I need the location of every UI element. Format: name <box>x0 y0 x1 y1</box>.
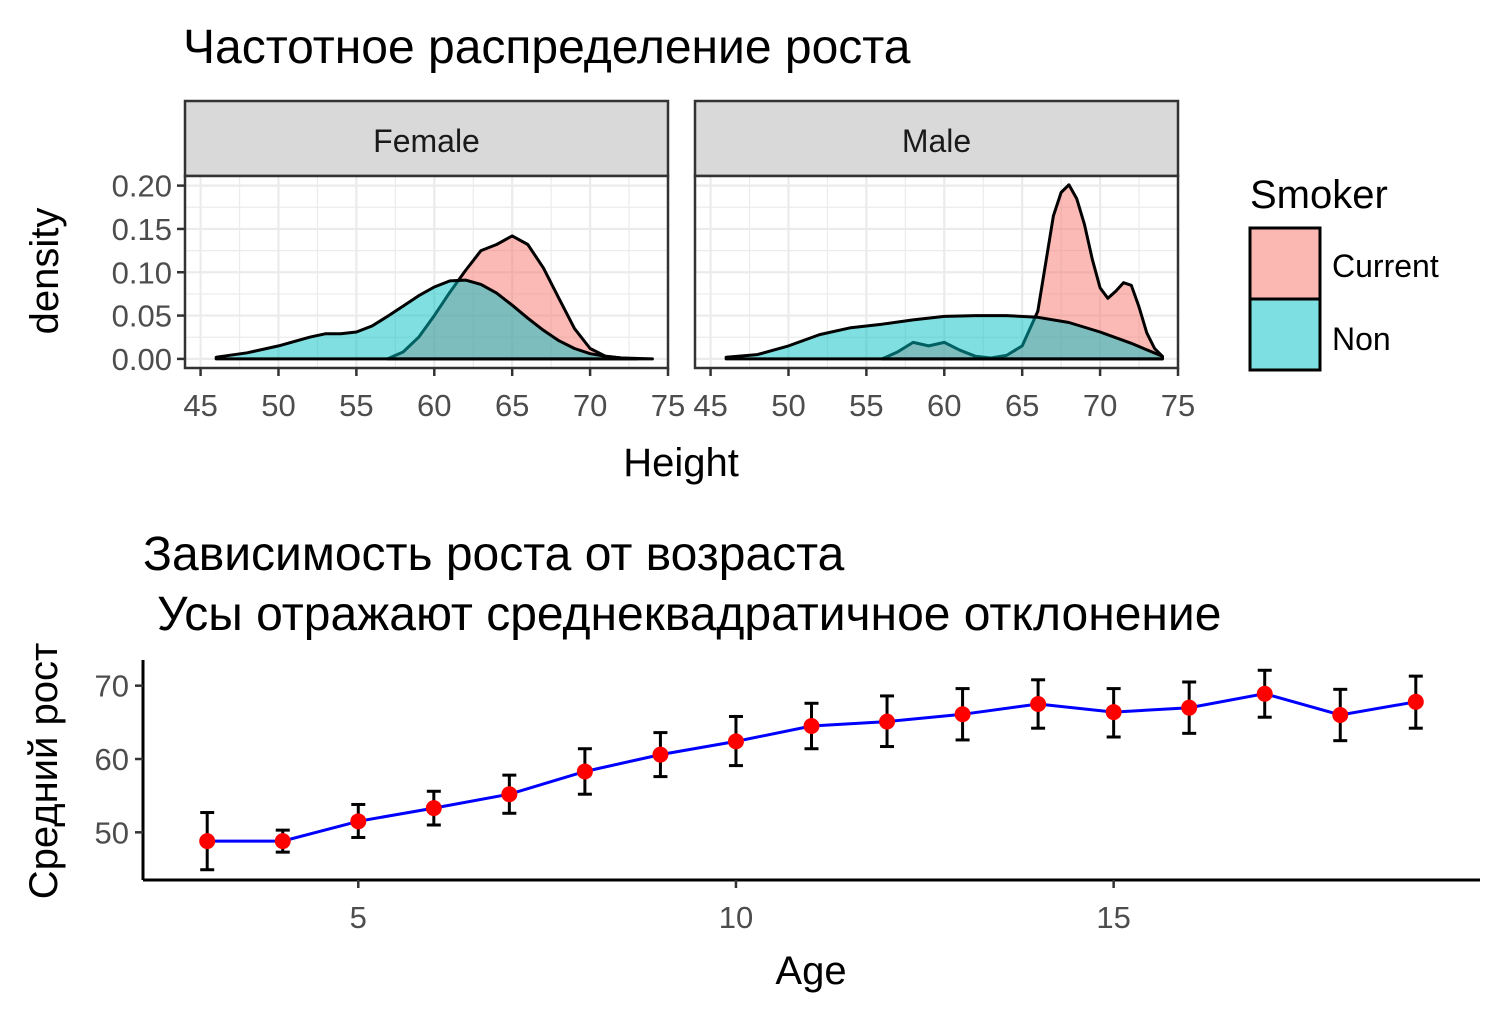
y-tick-label: 60 <box>95 742 129 777</box>
mean-height-point <box>652 746 669 763</box>
density-area-non <box>724 314 1164 361</box>
y-tick-label: 0.10 <box>112 255 172 290</box>
density-chart-title: Частотное распределение роста <box>183 21 911 74</box>
x-tick-label: 45 <box>693 388 727 423</box>
x-tick-label: 75 <box>1161 388 1195 423</box>
height-x-axis: 45 50 55 60 65 70 75 45 50 55 60 65 70 75 <box>183 368 1195 423</box>
density-y-axis: 0.00 0.05 0.10 0.15 0.20 <box>112 169 185 377</box>
facet-panel-male <box>693 174 1180 370</box>
legend-label-current: Current <box>1332 248 1439 284</box>
height-age-plot: 50 60 70 5 10 15 <box>95 660 1480 935</box>
mean-height-point <box>501 786 518 803</box>
mean-height-point <box>954 706 971 723</box>
facet-label-female: Female <box>373 123 480 159</box>
x-tick-label: 60 <box>927 388 961 423</box>
y-tick-label: 0.05 <box>112 299 172 334</box>
mean-height-point <box>274 833 291 850</box>
facet-strip-male: Male <box>693 99 1180 178</box>
y-tick-label: 0.15 <box>112 212 172 247</box>
y-tick-label: 50 <box>95 815 129 850</box>
mean-height-point <box>425 800 442 817</box>
y-tick-label: 70 <box>95 669 129 704</box>
density-area-non <box>214 278 654 361</box>
mean-height-point <box>576 763 593 780</box>
mean-height-point <box>1181 699 1198 716</box>
x-tick-label: 65 <box>495 388 529 423</box>
x-tick-label: 55 <box>849 388 883 423</box>
y-tick-label: 0.00 <box>112 342 172 377</box>
x-tick-label: 70 <box>1083 388 1117 423</box>
x-tick-label: 65 <box>1005 388 1039 423</box>
x-tick-label: 5 <box>350 900 367 935</box>
x-tick-label: 70 <box>573 388 607 423</box>
x-tick-label: 10 <box>719 900 753 935</box>
facet-label-male: Male <box>902 123 971 159</box>
facet-strip-female: Female <box>183 99 670 178</box>
mean-height-point <box>727 733 744 750</box>
legend-label-non: Non <box>1332 321 1391 357</box>
x-tick-label: 45 <box>183 388 217 423</box>
x-tick-label: 55 <box>339 388 373 423</box>
mean-height-point <box>199 833 216 850</box>
x-tick-label: 15 <box>1096 900 1130 935</box>
height-axis-title: Height <box>623 441 739 485</box>
density-axis-title: density <box>23 208 67 335</box>
height-age-chart-title: Зависимость роста от возраста <box>143 528 845 581</box>
mean-height-point <box>879 713 896 730</box>
y-tick-label: 0.20 <box>112 169 172 204</box>
x-tick-label: 60 <box>417 388 451 423</box>
age-axis-title: Age <box>775 949 846 993</box>
mean-height-point <box>1332 707 1349 723</box>
legend: Smoker Current Non <box>1248 173 1439 372</box>
mean-height-point <box>803 718 820 734</box>
legend-item-non: Non <box>1248 297 1391 372</box>
x-tick-label: 75 <box>651 388 685 423</box>
mean-height-axis-title: Средний рост <box>22 643 66 900</box>
mean-height-point <box>350 813 367 830</box>
mean-height-point <box>1030 696 1047 712</box>
mean-height-point <box>1105 704 1122 721</box>
legend-title: Smoker <box>1250 173 1388 217</box>
mean-height-point <box>1256 685 1273 702</box>
mean-height-point <box>1407 693 1424 710</box>
facet-panel-female <box>183 174 670 370</box>
x-tick-label: 50 <box>261 388 295 423</box>
panel-border <box>693 174 1180 370</box>
x-tick-label: 50 <box>771 388 805 423</box>
height-age-chart-subtitle: Усы отражают среднеквадратичное отклонен… <box>157 588 1221 641</box>
legend-item-current: Current <box>1248 226 1439 301</box>
